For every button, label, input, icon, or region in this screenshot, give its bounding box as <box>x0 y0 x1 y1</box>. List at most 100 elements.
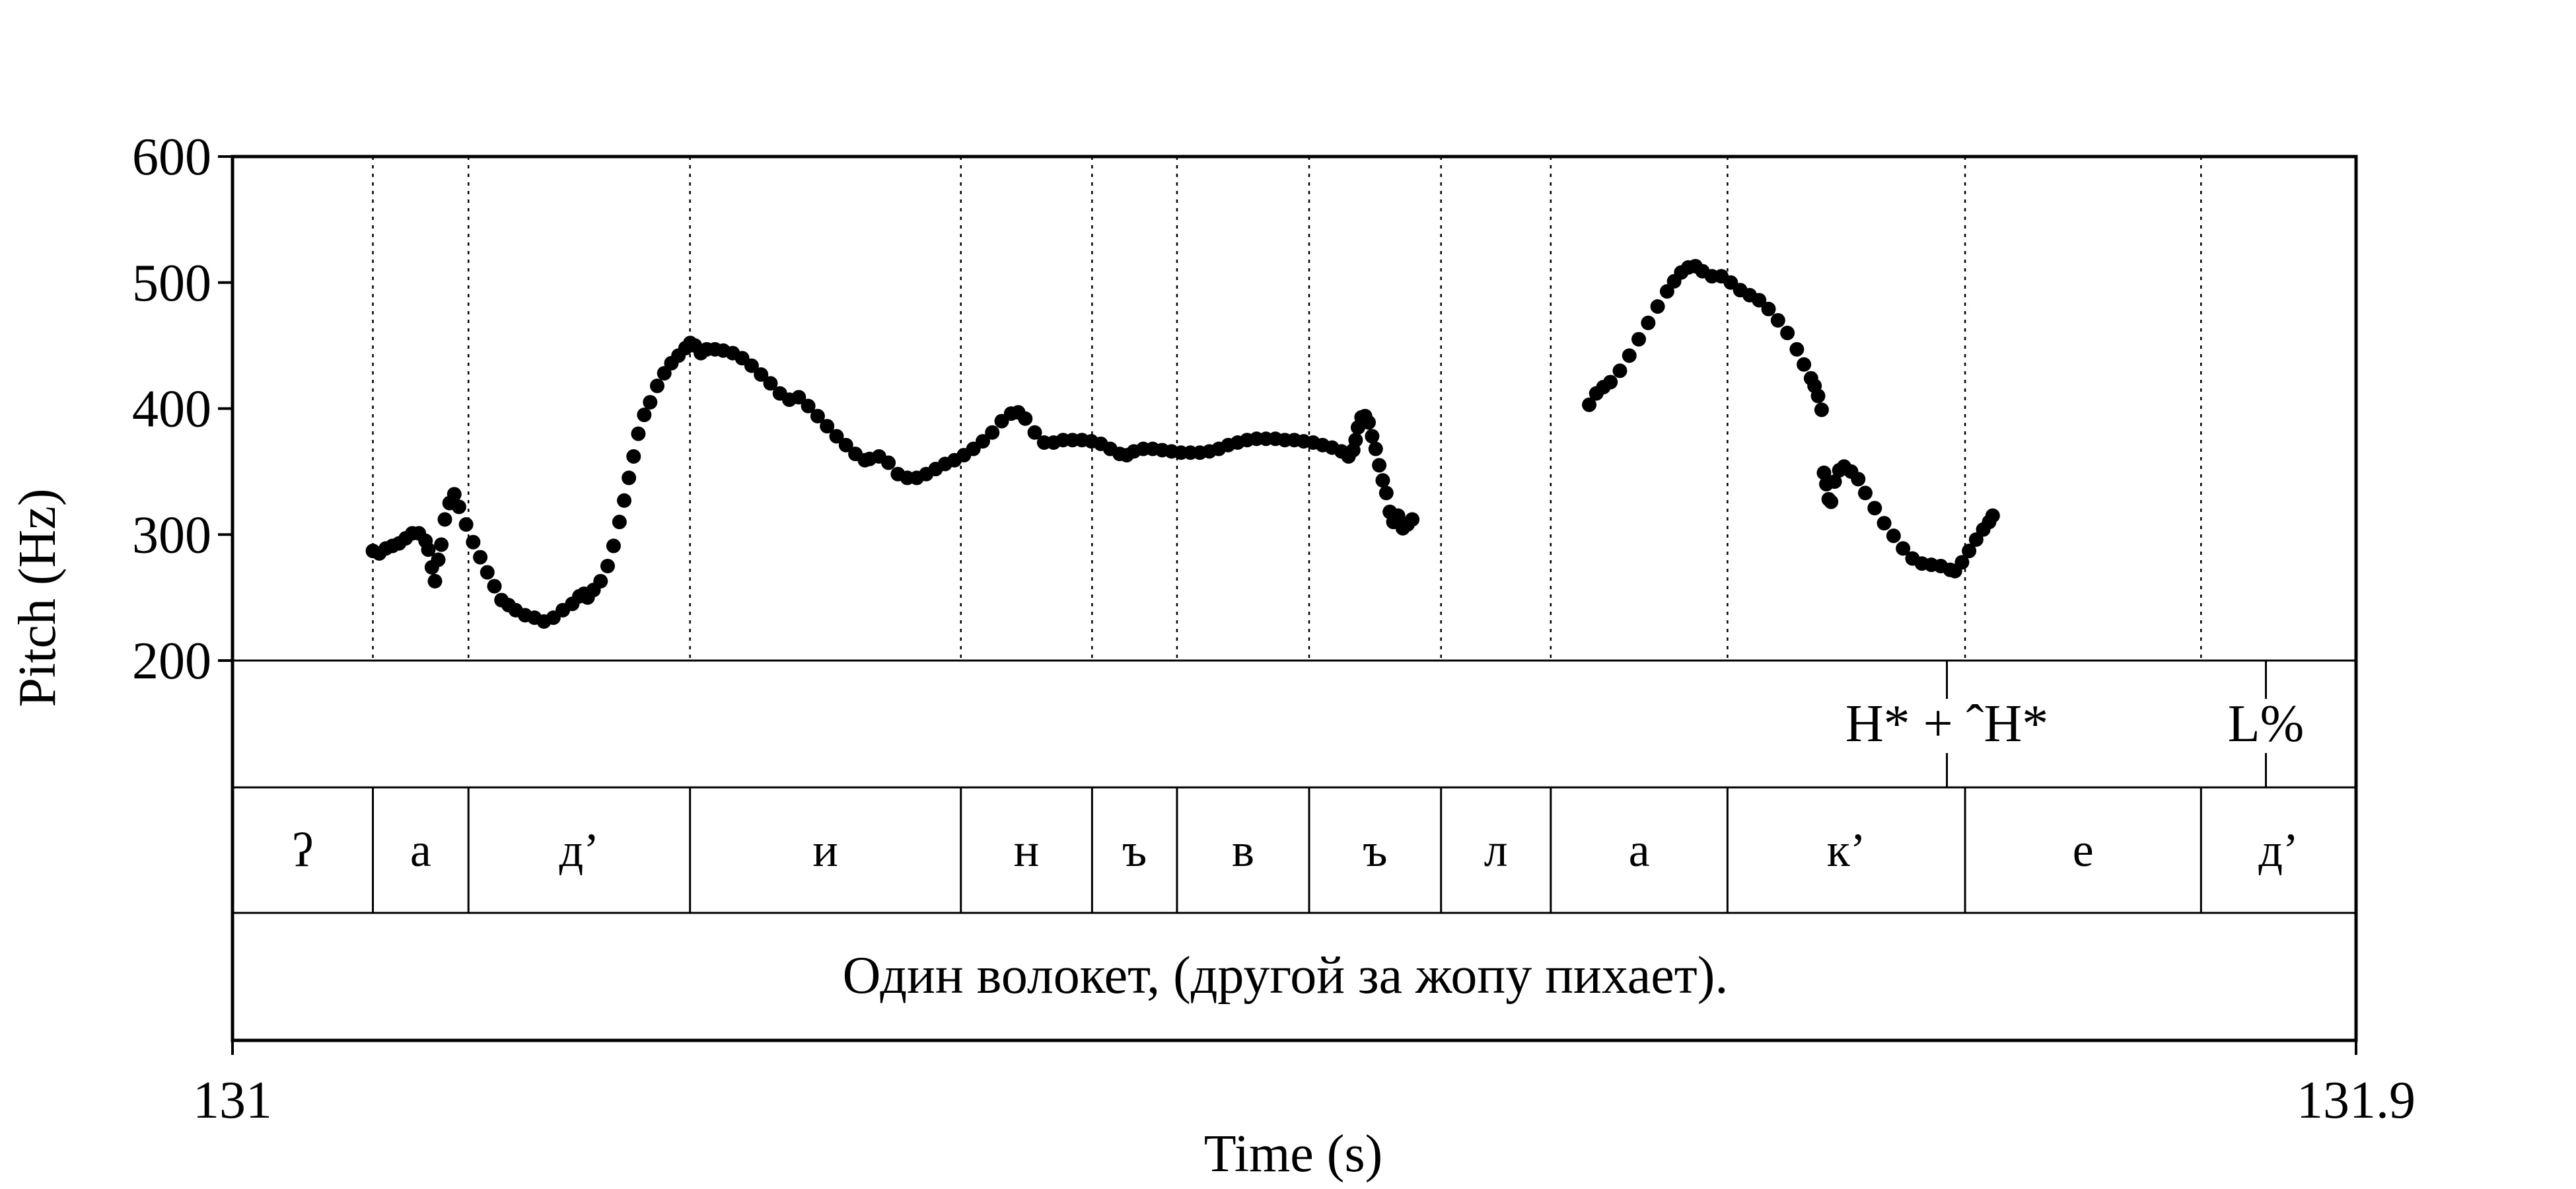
pitch-point <box>975 434 990 449</box>
pitch-point <box>612 515 627 530</box>
x-axis-label: Time (s) <box>1204 1125 1382 1183</box>
pitch-point <box>810 408 825 423</box>
x-axis-ticks: 131 131.9 <box>193 1040 2415 1130</box>
segment-label: а <box>410 824 431 877</box>
pitch-point <box>1896 541 1911 556</box>
pitch-point <box>1851 472 1866 487</box>
y-axis-label: Pitch (Hz) <box>9 488 67 707</box>
phrase-label: Один волокет, (другой за жопу пихает). <box>843 947 1729 1005</box>
figure-frame <box>231 155 2358 1042</box>
pitch-point <box>1372 458 1387 473</box>
pitch-point <box>1622 348 1637 363</box>
pitch-point <box>616 493 631 508</box>
pitch-point <box>1810 388 1826 404</box>
pitch-point <box>637 408 652 423</box>
y-tick-label: 600 <box>132 128 211 186</box>
segment-label: к’ <box>1827 824 1866 877</box>
x-tick-label: 131 <box>193 1071 272 1130</box>
pitch-point <box>650 378 664 394</box>
segment-boundary-lines <box>372 157 2202 661</box>
pitch-point <box>1816 465 1832 480</box>
pitch-point <box>1797 357 1812 372</box>
segment-label: ъ <box>1363 824 1387 877</box>
pitch-point <box>1857 486 1873 501</box>
pitch-point <box>1365 429 1380 444</box>
y-tick-label: 400 <box>132 380 211 439</box>
pitch-point <box>1789 342 1805 357</box>
pitch-point <box>487 579 502 594</box>
pitch-point <box>801 398 816 414</box>
pitch-point <box>1962 544 1977 559</box>
pitch-point <box>421 542 436 558</box>
pitch-point <box>1752 293 1767 308</box>
pitch-point <box>1954 555 1970 570</box>
pitch-point <box>881 455 896 470</box>
pitch-track <box>365 258 2000 629</box>
pitch-point <box>1650 299 1665 314</box>
segment-label: л <box>1484 824 1508 877</box>
pitch-point <box>1827 474 1842 489</box>
pitch-point <box>606 538 621 554</box>
pitch-point <box>466 534 481 550</box>
pitch-point <box>480 565 495 580</box>
pitch-point <box>1641 315 1656 330</box>
pitch-point <box>458 517 474 532</box>
pitch-point <box>1361 415 1377 430</box>
tone-tier: H* + ˆH* L% <box>1845 661 2304 787</box>
pitch-point <box>447 487 462 502</box>
pitch-point <box>593 573 608 589</box>
tone-label: H* + ˆH* <box>1845 695 2048 753</box>
pitch-point <box>1985 508 2000 523</box>
pitch-point <box>600 558 615 573</box>
pitch-point <box>1378 486 1394 501</box>
pitch-point <box>1761 301 1776 316</box>
pitch-point <box>754 367 769 382</box>
pitch-point <box>1877 516 1892 531</box>
pitch-point <box>1824 494 1839 509</box>
pitch-point <box>744 358 759 373</box>
segment-label: ʔ <box>292 824 313 877</box>
x-tick-label: 131.9 <box>2297 1071 2415 1130</box>
pitch-point <box>1390 508 1406 523</box>
pitch-point <box>622 470 637 486</box>
pitch-point <box>763 376 778 391</box>
pitch-point <box>1405 512 1420 527</box>
pitch-point <box>1814 402 1829 417</box>
pitch-point <box>1770 312 1785 328</box>
y-axis-ticks: 200 300 400 500 600 <box>132 128 233 690</box>
y-tick-label: 200 <box>132 632 211 690</box>
pitch-point <box>1968 532 1984 547</box>
pitch-point <box>1368 441 1383 456</box>
pitch-point <box>985 425 1000 440</box>
segment-label: д’ <box>559 824 600 877</box>
pitch-point <box>451 499 466 515</box>
pitch-point <box>657 366 672 381</box>
tone-label: L% <box>2228 695 2305 753</box>
segment-label: н <box>1014 824 1040 877</box>
pitch-point <box>431 552 446 567</box>
segment-label: и <box>812 824 838 877</box>
pitch-point <box>1612 363 1628 378</box>
pitch-point <box>1582 397 1597 412</box>
pitch-point <box>1018 411 1033 426</box>
segment-label: д’ <box>2258 824 2299 877</box>
pitch-point <box>1631 332 1647 347</box>
pitch-point <box>473 550 488 565</box>
y-tick-label: 300 <box>132 506 211 564</box>
pitch-point <box>838 437 853 452</box>
pitch-point <box>1375 473 1390 488</box>
pitch-point <box>1603 375 1618 390</box>
pitch-point <box>631 426 646 441</box>
pitch-point <box>1027 425 1042 440</box>
segment-label: ъ <box>1122 824 1147 877</box>
segment-label: в <box>1232 824 1254 877</box>
pitch-point <box>643 394 658 410</box>
pitch-point <box>829 429 844 444</box>
pitch-point <box>791 390 806 405</box>
pitch-point <box>434 537 449 552</box>
pitch-point <box>427 573 443 589</box>
pitch-point <box>1659 284 1674 299</box>
pitch-point <box>820 419 835 434</box>
